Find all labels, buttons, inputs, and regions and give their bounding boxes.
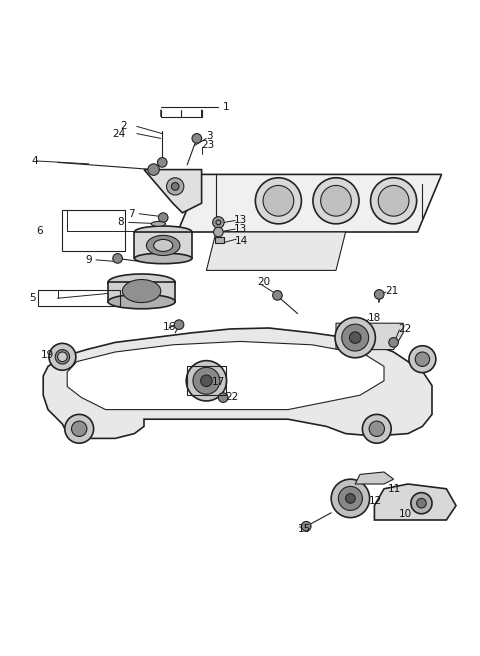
Circle shape (338, 486, 362, 510)
Bar (38, 289, 120, 306)
Text: 24: 24 (112, 129, 126, 138)
Polygon shape (144, 170, 202, 213)
Circle shape (417, 499, 426, 508)
Text: 7: 7 (128, 209, 134, 218)
Circle shape (218, 393, 228, 402)
Ellipse shape (154, 239, 173, 251)
Circle shape (273, 291, 282, 300)
Bar (62, 211, 125, 251)
Ellipse shape (108, 295, 175, 309)
Circle shape (369, 421, 384, 436)
Circle shape (389, 338, 398, 347)
Circle shape (186, 361, 227, 401)
Circle shape (346, 493, 355, 503)
Polygon shape (134, 232, 192, 258)
Circle shape (378, 186, 409, 216)
Text: 5: 5 (29, 293, 36, 303)
Circle shape (331, 479, 370, 518)
Circle shape (335, 318, 375, 358)
Text: 3: 3 (206, 131, 213, 141)
Circle shape (192, 134, 202, 143)
Text: 15: 15 (298, 523, 311, 533)
Circle shape (301, 522, 311, 531)
Text: 11: 11 (388, 484, 401, 494)
Circle shape (411, 493, 432, 514)
Polygon shape (355, 472, 394, 484)
Text: 13: 13 (234, 224, 248, 234)
Circle shape (157, 157, 167, 167)
Text: 4: 4 (31, 156, 38, 166)
Circle shape (409, 346, 436, 373)
Text: 20: 20 (257, 277, 270, 287)
Ellipse shape (134, 226, 192, 238)
Circle shape (349, 332, 361, 343)
Circle shape (342, 324, 369, 351)
Text: 6: 6 (36, 226, 43, 236)
Circle shape (65, 415, 94, 443)
Circle shape (255, 178, 301, 224)
Polygon shape (336, 323, 403, 350)
Circle shape (49, 343, 76, 370)
Circle shape (158, 213, 168, 222)
Ellipse shape (122, 279, 161, 302)
Circle shape (174, 320, 184, 329)
Text: 14: 14 (235, 236, 249, 245)
Text: 19: 19 (41, 350, 54, 360)
Circle shape (58, 352, 67, 361)
Circle shape (167, 178, 184, 195)
Text: 23: 23 (202, 140, 215, 150)
Ellipse shape (151, 222, 166, 226)
Text: 8: 8 (117, 217, 124, 228)
PathPatch shape (67, 341, 384, 409)
Polygon shape (206, 232, 346, 270)
Text: 18: 18 (368, 314, 381, 323)
Circle shape (55, 350, 70, 364)
Polygon shape (374, 484, 456, 520)
Text: 1: 1 (223, 102, 230, 112)
Circle shape (371, 178, 417, 224)
Text: 16: 16 (163, 322, 177, 332)
Circle shape (263, 186, 294, 216)
Circle shape (193, 367, 220, 394)
Circle shape (72, 421, 87, 436)
Text: 22: 22 (226, 392, 239, 402)
Circle shape (415, 352, 430, 367)
Text: 21: 21 (385, 285, 398, 296)
Circle shape (213, 216, 224, 228)
Ellipse shape (108, 274, 175, 291)
Text: 17: 17 (212, 377, 226, 387)
Polygon shape (178, 174, 442, 232)
Bar (215, 237, 224, 243)
Circle shape (201, 375, 212, 386)
Text: 9: 9 (85, 255, 92, 265)
Circle shape (214, 227, 223, 237)
Circle shape (321, 186, 351, 216)
Text: 12: 12 (369, 496, 382, 506)
Polygon shape (108, 282, 175, 302)
PathPatch shape (43, 328, 432, 438)
Circle shape (374, 289, 384, 299)
Text: 13: 13 (234, 215, 248, 226)
Ellipse shape (146, 236, 180, 256)
Circle shape (362, 415, 391, 443)
Circle shape (113, 254, 122, 263)
Circle shape (171, 182, 179, 190)
Text: 2: 2 (120, 121, 127, 131)
Circle shape (313, 178, 359, 224)
Text: 10: 10 (398, 509, 411, 520)
Text: 22: 22 (398, 324, 412, 334)
Circle shape (148, 164, 159, 175)
Ellipse shape (134, 253, 192, 264)
